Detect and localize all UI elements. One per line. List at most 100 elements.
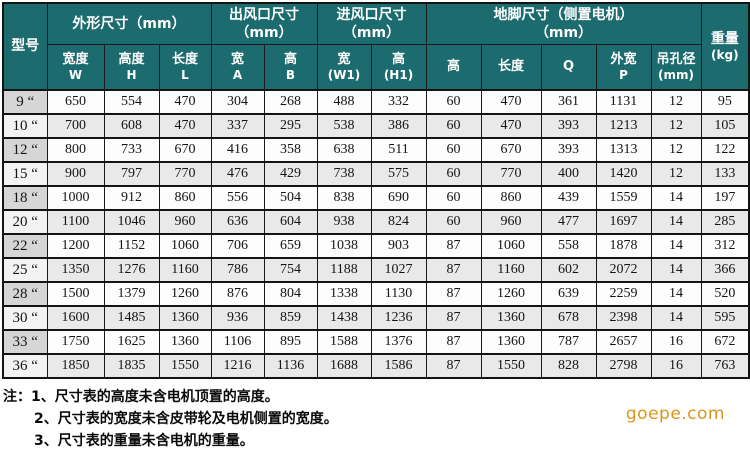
group-header-inlet-dims: 进风口尺寸 （mm） [316,2,427,45]
data-cell: 268 [263,89,318,115]
data-cell: 636 [210,209,265,235]
data-cell: 1360 [480,329,542,355]
data-cell: 12 [650,89,702,115]
table-row: 9 “650 554 470 304 268 488 332 60 470 361 1131 12 95 [2,89,750,115]
table-row: 20 “1100 1046 960 636 604 938 824 60 960 477 1697 1… [2,209,750,235]
data-cell: 14 [650,185,702,211]
data-cell: 1131 [595,89,652,115]
data-cell: 1027 [370,257,427,283]
weight-unit: (kg) [711,48,739,63]
data-cell: 1160 [158,257,212,283]
data-cell: 670 [480,137,542,163]
data-cell: 602 [540,257,597,283]
data-cell: 538 [316,113,372,139]
data-cell: 1136 [263,353,318,379]
data-cell: 87 [425,233,482,259]
dimension-spec-table: 型号 外形尺寸（mm） 出风口尺寸 （mm） 进风口尺寸 （mm） 地脚尺寸（侧… [2,2,750,379]
sub-header-cell: 高度 H [103,44,160,91]
data-cell: 800 [46,137,105,163]
sub-header-symbol: A [232,67,243,82]
data-cell: 938 [316,209,372,235]
sub-header-symbol: H [126,67,137,82]
data-cell: 2798 [595,353,652,379]
data-cell: 470 [158,113,212,139]
data-cell: 295 [263,113,318,139]
data-cell: 700 [46,113,105,139]
data-cell: 1550 [158,353,212,379]
data-cell: 1550 [480,353,542,379]
sub-header-cell: 高 [425,44,482,91]
data-cell: 738 [316,161,372,187]
data-cell: 393 [540,113,597,139]
table-row: 22 “1200 1152 1060 706 659 1038 903 87 1060 558 18… [2,233,750,259]
model-cell: 10 “ [2,113,48,139]
table-row: 25 “1350 1276 1160 786 754 1188 1027 87 1160 602 2… [2,257,750,283]
data-cell: 1438 [316,305,372,331]
data-cell: 608 [103,113,160,139]
weight-label: 重量 [710,31,739,48]
data-cell: 828 [540,353,597,379]
data-cell: 787 [540,329,597,355]
data-cell: 678 [540,305,597,331]
table-row: 30 “1600 1485 1360 936 859 1438 1236 87 1360 678 2… [2,305,750,331]
data-cell: 860 [158,185,212,211]
data-cell: 638 [316,137,372,163]
data-cell: 1060 [158,233,212,259]
sub-header-symbol: P [619,67,628,82]
data-cell: 520 [700,281,750,307]
data-cell: 1600 [46,305,105,331]
data-cell: 14 [650,233,702,259]
data-cell: 1697 [595,209,652,235]
note-text: 1、尺寸表的高度未含电机顶置的高度。 [31,389,279,405]
sub-header-symbol: L [181,67,189,82]
group-header-row: 型号 外形尺寸（mm） 出风口尺寸 （mm） 进风口尺寸 （mm） 地脚尺寸（侧… [2,2,750,91]
group-header-outlet-dims: 出风口尺寸 （mm） [210,2,318,45]
data-cell: 470 [480,113,542,139]
sub-header-label: Q [562,58,575,74]
data-cell: 900 [46,161,105,187]
data-cell: 14 [650,305,702,331]
data-cell: 488 [316,89,372,115]
data-cell: 1586 [370,353,427,379]
sub-header-symbol: (mm) [658,67,695,82]
data-cell: 60 [425,161,482,187]
data-cell: 1559 [595,185,652,211]
data-cell: 1038 [316,233,372,259]
data-cell: 670 [158,137,212,163]
data-cell: 672 [700,329,750,355]
table-row: 33 “1750 1625 1360 1106 895 1588 1376 87 1360 787… [2,329,750,355]
sub-header-cell: Q [540,44,597,91]
data-cell: 558 [540,233,597,259]
data-cell: 770 [480,161,542,187]
data-cell: 1350 [46,257,105,283]
data-cell: 595 [700,305,750,331]
data-cell: 133 [700,161,750,187]
data-cell: 60 [425,185,482,211]
group-label: 外形尺寸（mm） [72,15,186,32]
data-cell: 312 [700,233,750,259]
data-cell: 1376 [370,329,427,355]
data-cell: 1588 [316,329,372,355]
data-cell: 337 [210,113,265,139]
data-cell: 1850 [46,353,105,379]
data-cell: 1485 [103,305,160,331]
data-cell: 786 [210,257,265,283]
data-cell: 770 [158,161,212,187]
data-cell: 763 [700,353,750,379]
data-cell: 400 [540,161,597,187]
sub-header-label: 高 [446,58,460,74]
data-cell: 639 [540,281,597,307]
data-cell: 14 [650,209,702,235]
data-cell: 960 [480,209,542,235]
model-cell: 36 “ [2,353,48,379]
data-cell: 197 [700,185,750,211]
data-cell: 824 [370,209,427,235]
model-cell: 12 “ [2,137,48,163]
data-cell: 16 [650,353,702,379]
data-cell: 16 [650,329,702,355]
data-cell: 429 [263,161,318,187]
data-cell: 60 [425,137,482,163]
data-cell: 105 [700,113,750,139]
sub-header-label: 长度 [497,58,524,74]
